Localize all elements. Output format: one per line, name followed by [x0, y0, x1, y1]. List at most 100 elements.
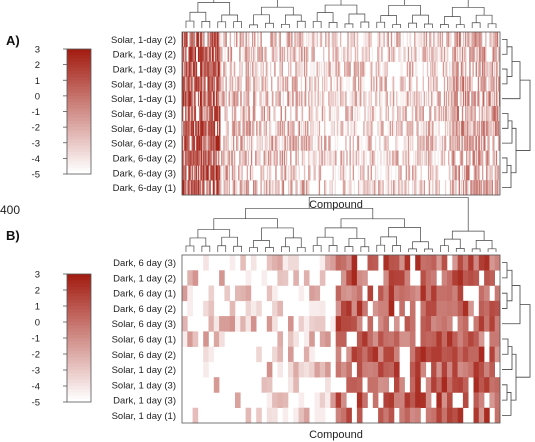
- heatmap-cell: [208, 346, 215, 363]
- heatmap-cell: [281, 61, 283, 77]
- heatmap-cell: [462, 346, 469, 363]
- heatmap-cell: [241, 180, 243, 196]
- heatmap-cell: [198, 46, 201, 62]
- heatmap-cell: [415, 165, 417, 181]
- heatmap-cell: [461, 46, 464, 62]
- heatmap-cell: [325, 361, 331, 378]
- heatmap-cell: [437, 106, 439, 122]
- legend-gradient-step: [67, 347, 91, 352]
- heatmap-cell: [401, 120, 403, 137]
- heatmap-cell: [211, 106, 214, 122]
- dendrogram-branch: [376, 244, 386, 252]
- heatmap-cell: [417, 120, 419, 137]
- dendrogram-branch: [516, 79, 531, 151]
- heatmap-cell: [372, 150, 375, 166]
- heatmap-cell: [268, 135, 271, 151]
- heatmap-cell: [258, 46, 260, 62]
- heatmap-cell: [282, 255, 289, 271]
- heatmap-cell: [356, 61, 359, 77]
- legend-gradient-step: [67, 370, 91, 374]
- heatmap-cell: [471, 91, 473, 107]
- heatmap-cell: [223, 165, 225, 181]
- heatmap-cell: [310, 61, 312, 77]
- heatmap-cell: [336, 120, 339, 137]
- heatmap-cell: [218, 135, 220, 151]
- heatmap-cell: [394, 270, 400, 286]
- heatmap-cell: [423, 46, 426, 62]
- heatmap-cell: [304, 91, 307, 107]
- heatmap-cell: [412, 135, 414, 151]
- heatmap-cell: [413, 46, 415, 62]
- dendrogram-branch: [328, 245, 338, 252]
- heatmap-cell: [264, 91, 267, 107]
- heatmap-cell: [233, 120, 236, 137]
- heatmap-cell: [388, 285, 395, 302]
- heatmap-cell: [441, 285, 448, 302]
- heatmap-cell: [419, 150, 421, 166]
- heatmap-cell: [379, 76, 381, 92]
- heatmap-cell: [296, 180, 298, 196]
- heatmap-cell: [467, 91, 469, 107]
- heatmap-cell: [462, 255, 469, 271]
- heatmap-cell: [422, 76, 424, 92]
- heatmap-cell: [496, 106, 499, 122]
- heatmap-cell: [311, 135, 313, 151]
- heatmap-cell: [457, 76, 459, 92]
- heatmap-cell: [447, 300, 453, 317]
- heatmap-cell: [353, 91, 356, 107]
- heatmap-cell: [439, 135, 441, 151]
- heatmap-cell: [246, 165, 249, 181]
- heatmap-cell: [335, 76, 338, 92]
- heatmap-cell: [466, 120, 468, 137]
- heatmap-cell: [197, 150, 200, 166]
- heatmap-cell: [206, 61, 208, 77]
- legend-tick-label: 2: [35, 286, 40, 297]
- heatmap-cell: [314, 165, 316, 181]
- heatmap-cell: [319, 165, 322, 181]
- heatmap-cell: [438, 135, 440, 151]
- heatmap-cell: [481, 61, 484, 77]
- heatmap-cell: [415, 346, 421, 363]
- heatmap-cell: [354, 46, 357, 62]
- legend-gradient-step: [67, 55, 91, 59]
- heatmap-cell: [467, 76, 469, 92]
- heatmap-cell: [240, 76, 242, 92]
- heatmap-cell: [209, 61, 211, 77]
- legend-tick-label: -2: [32, 350, 40, 361]
- heatmap-cell: [226, 165, 228, 181]
- heatmap-cell: [478, 316, 485, 332]
- heatmap-cell: [478, 106, 481, 122]
- heatmap-cell: [324, 120, 326, 137]
- heatmap-cell: [400, 91, 402, 107]
- heatmap-cell: [368, 32, 370, 48]
- dendrogram-branch: [502, 346, 513, 370]
- heatmap-cell: [300, 91, 303, 107]
- heatmap-cell: [191, 120, 193, 137]
- heatmap-cell: [247, 61, 250, 77]
- heatmap-cell: [484, 300, 490, 317]
- legend-tick-label: 1: [35, 302, 40, 313]
- heatmap-cell: [188, 135, 190, 151]
- heatmap-cell: [246, 46, 249, 62]
- heatmap-cell: [447, 120, 449, 137]
- heatmap-cell: [415, 91, 417, 107]
- heatmap-cell: [388, 150, 391, 166]
- heatmap-cell: [385, 180, 387, 196]
- heatmap-cell: [191, 46, 193, 62]
- legend-gradient-step: [67, 398, 91, 403]
- heatmap-cell: [292, 46, 294, 62]
- legend-tick-label: 1: [35, 76, 40, 87]
- heatmap-cell: [394, 32, 396, 48]
- heatmap-cell: [427, 76, 430, 92]
- heatmap-cell: [458, 32, 461, 48]
- heatmap-cell: [331, 91, 333, 107]
- row-label: Dark, 6-day (1): [113, 183, 176, 194]
- heatmap-cell: [425, 46, 428, 62]
- heatmap-cell: [277, 255, 283, 271]
- heatmap-cell: [317, 76, 320, 92]
- heatmap-cell: [193, 106, 196, 122]
- panel-a-x-axis-label: Compound: [309, 199, 363, 211]
- heatmap-cell: [248, 32, 251, 48]
- heatmap-cell: [450, 135, 452, 151]
- heatmap-cell: [390, 165, 393, 181]
